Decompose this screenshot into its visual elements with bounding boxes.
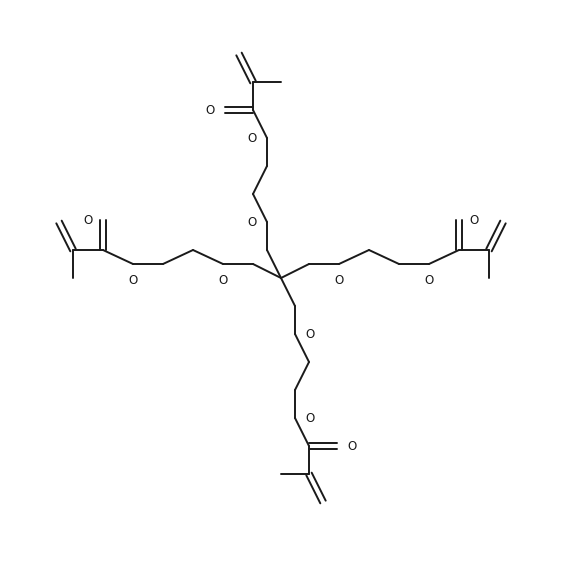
Text: O: O (128, 274, 137, 287)
Text: O: O (305, 328, 314, 341)
Text: O: O (305, 412, 314, 425)
Text: O: O (248, 132, 257, 145)
Text: O: O (248, 216, 257, 229)
Text: O: O (347, 440, 356, 453)
Text: O: O (205, 104, 215, 117)
Text: O: O (218, 274, 227, 287)
Text: O: O (334, 274, 343, 287)
Text: O: O (425, 274, 434, 287)
Text: O: O (84, 213, 93, 226)
Text: O: O (469, 213, 478, 226)
